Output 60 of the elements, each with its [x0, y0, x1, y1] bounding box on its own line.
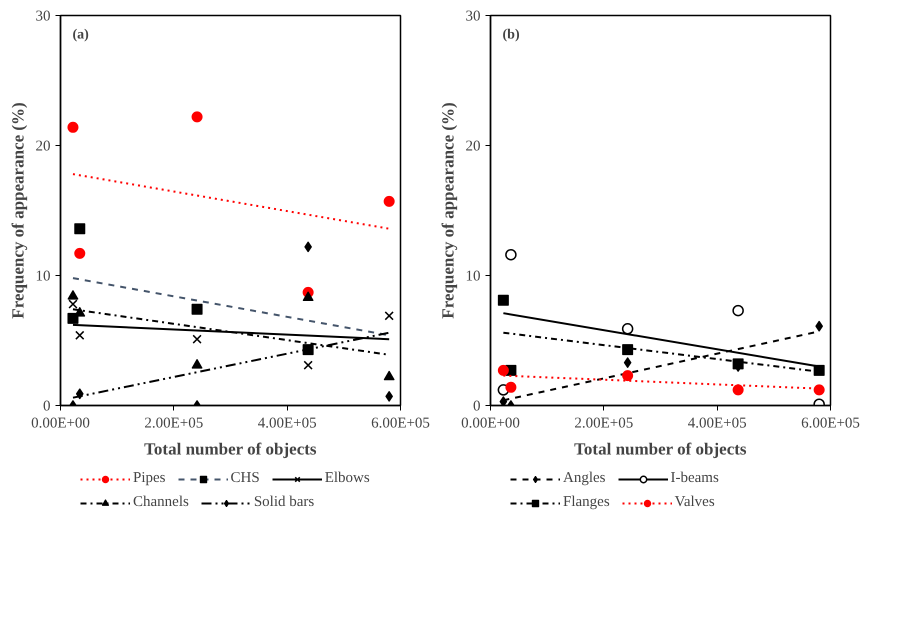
legend-label: Flanges [563, 494, 610, 511]
point [498, 294, 509, 306]
point [67, 122, 78, 133]
y-tick-label: 10 [36, 268, 50, 284]
point [505, 382, 516, 393]
point [192, 304, 203, 315]
x-axis-title: Total number of objects [574, 440, 747, 458]
legend-label: I-beams [670, 470, 719, 487]
point [384, 196, 395, 207]
point [732, 304, 744, 316]
point [384, 311, 394, 320]
y-axis-title: Frequency of appearance (%) [438, 102, 458, 319]
point [192, 358, 203, 369]
y-tick-label: 0 [473, 398, 480, 414]
point [732, 384, 744, 396]
legend-label: Angles [563, 470, 606, 487]
y-tick-label: 30 [36, 8, 50, 24]
x-tick-label: 4.00E+05 [688, 416, 747, 432]
x-tick-label: 6.00E+05 [801, 416, 860, 432]
point [384, 370, 395, 380]
point [505, 248, 517, 260]
x-tick-label: 2.00E+05 [144, 416, 204, 432]
point [192, 334, 202, 344]
legend-label: Elbows [324, 470, 370, 487]
point [814, 364, 825, 376]
point [303, 360, 313, 370]
x-tick-label: 0.00E+00 [31, 416, 90, 432]
legend-label: CHS [230, 470, 260, 487]
x-tick-label: 4.00E+05 [258, 416, 317, 432]
point [74, 248, 86, 259]
y-tick-label: 20 [36, 138, 50, 154]
x-tick-label: 2.00E+05 [574, 416, 634, 432]
point [732, 358, 744, 370]
legend-label: Pipes [133, 470, 166, 487]
point [74, 223, 86, 234]
point [68, 299, 78, 309]
y-tick-label: 20 [466, 138, 480, 154]
y-tick-label: 10 [466, 268, 480, 284]
point [622, 344, 634, 356]
point [67, 290, 78, 300]
x-tick-label: 0.00E+00 [461, 416, 520, 432]
annotation: (b) [502, 28, 520, 42]
point [302, 291, 314, 301]
y-axis-title: Frequency of appearance (%) [8, 102, 28, 319]
point [67, 312, 78, 324]
annotation: (a) [72, 28, 90, 42]
legend-label: Valves [674, 494, 715, 511]
point [192, 111, 203, 122]
y-tick-label: 0 [43, 398, 50, 414]
legend-label: Channels [133, 494, 189, 511]
y-tick-label: 30 [466, 8, 480, 24]
point [500, 396, 508, 406]
point [814, 384, 825, 396]
x-tick-label: 6.00E+05 [371, 416, 430, 432]
point [498, 364, 509, 376]
x-axis-title: Total number of objects [144, 440, 317, 458]
legend-label: Solid bars [254, 494, 314, 511]
point [622, 323, 634, 335]
point [75, 330, 84, 340]
point [622, 370, 634, 382]
